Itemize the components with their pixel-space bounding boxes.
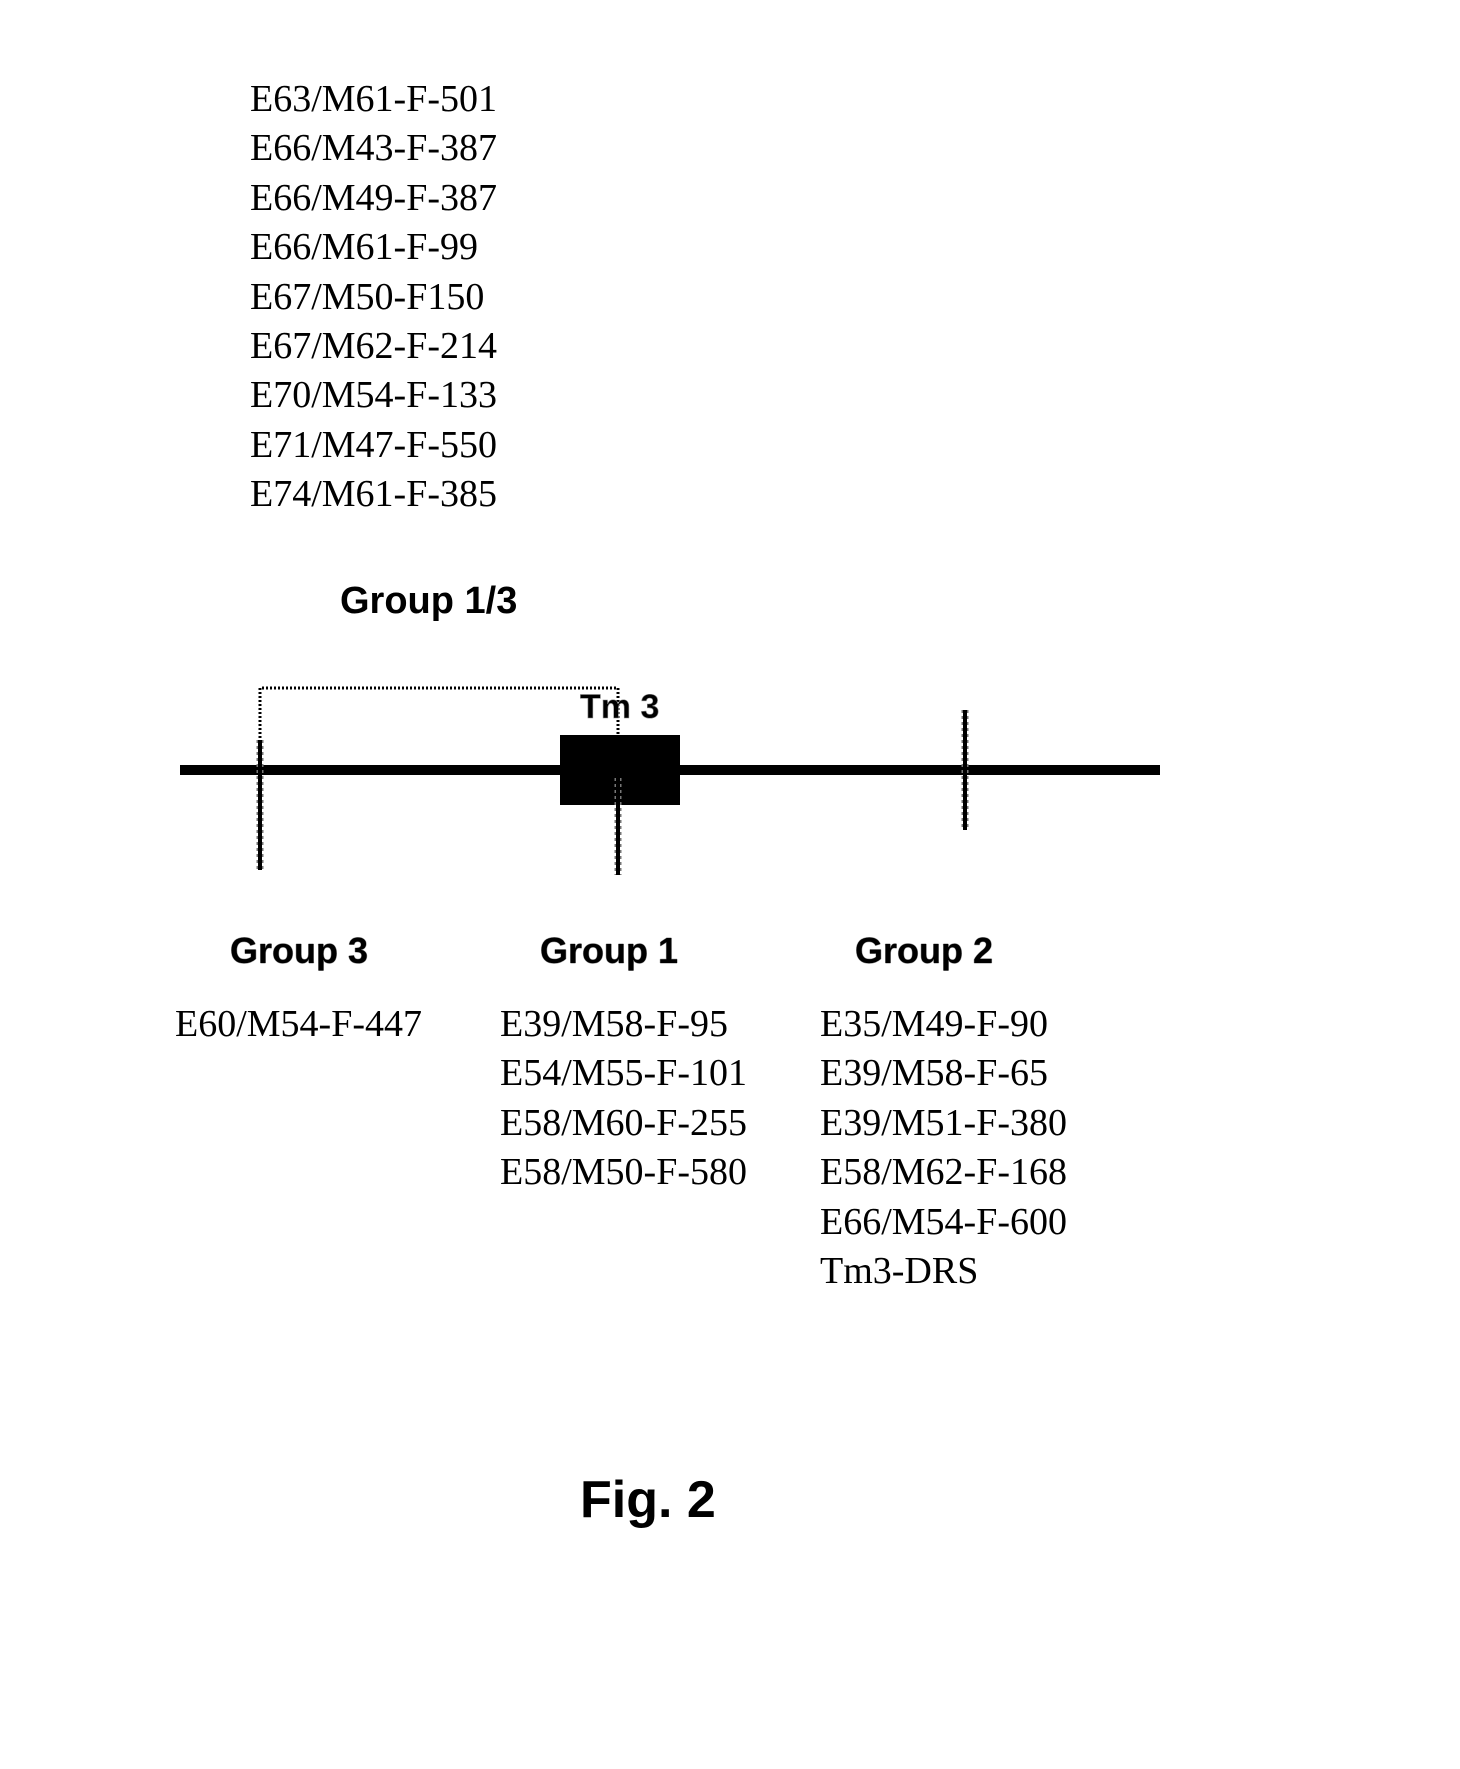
top-marker-item: E71/M47-F-550 <box>250 421 497 470</box>
group-2-column: E35/M49-F-90E39/M58-F-65E39/M51-F-380E58… <box>820 1000 1067 1296</box>
top-marker-item: E70/M54-F-133 <box>250 371 497 420</box>
marker-item: E39/M51-F-380 <box>820 1099 1067 1148</box>
marker-item: E54/M55-F-101 <box>500 1049 747 1098</box>
top-marker-item: E66/M49-F-387 <box>250 174 497 223</box>
bracket-group-1-3 <box>260 688 618 738</box>
group-1-label: Group 1 <box>540 930 678 972</box>
marker-item: E58/M62-F-168 <box>820 1148 1067 1197</box>
top-marker-item: E67/M62-F-214 <box>250 322 497 371</box>
top-marker-item: E66/M43-F-387 <box>250 124 497 173</box>
marker-item: E66/M54-F-600 <box>820 1198 1067 1247</box>
marker-item: E39/M58-F-95 <box>500 1000 747 1049</box>
top-marker-item: E63/M61-F-501 <box>250 75 497 124</box>
group-1-column: E39/M58-F-95E54/M55-F-101E58/M60-F-255E5… <box>500 1000 747 1198</box>
figure-caption: Fig. 2 <box>580 1470 716 1530</box>
marker-item: Tm3-DRS <box>820 1247 1067 1296</box>
group-3-label: Group 3 <box>230 930 368 972</box>
group-3-column: E60/M54-F-447 <box>175 1000 422 1049</box>
marker-item: E39/M58-F-65 <box>820 1049 1067 1098</box>
top-marker-item: E67/M50-F150 <box>250 273 497 322</box>
group-1-3-label: Group 1/3 <box>340 580 517 623</box>
marker-item: E60/M54-F-447 <box>175 1000 422 1049</box>
figure-container: E63/M61-F-501E66/M43-F-387E66/M49-F-387E… <box>0 0 1460 1769</box>
marker-item: E35/M49-F-90 <box>820 1000 1067 1049</box>
group-2-label: Group 2 <box>855 930 993 972</box>
top-marker-item: E74/M61-F-385 <box>250 470 497 519</box>
marker-item: E58/M60-F-255 <box>500 1099 747 1148</box>
top-marker-list: E63/M61-F-501E66/M43-F-387E66/M49-F-387E… <box>250 75 497 520</box>
tm3-label: Tm 3 <box>580 688 659 726</box>
gene-map-diagram: Tm 3 <box>180 650 1160 930</box>
top-marker-item: E66/M61-F-99 <box>250 223 497 272</box>
marker-item: E58/M50-F-580 <box>500 1148 747 1197</box>
